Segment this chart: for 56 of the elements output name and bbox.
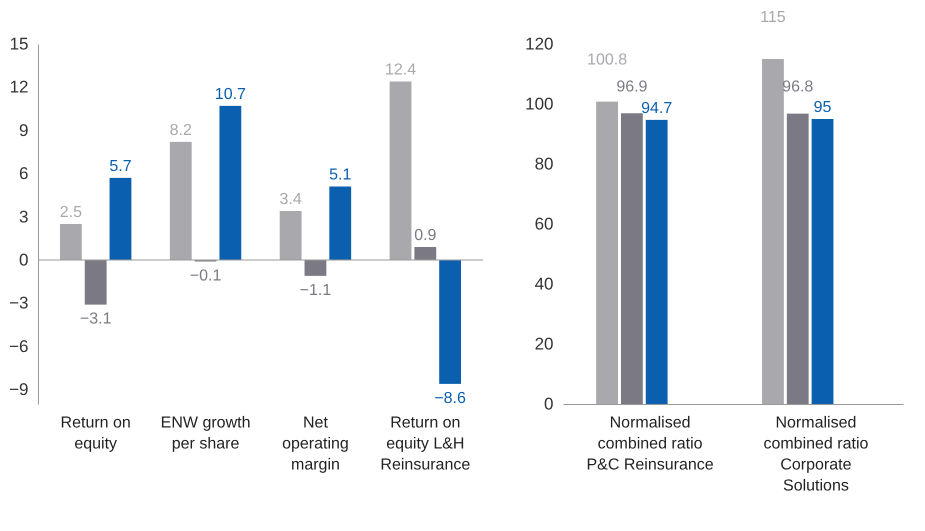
y-tick-label: 40 xyxy=(534,274,554,294)
y-tick-label: −9 xyxy=(9,380,28,400)
y-tick-label: −6 xyxy=(9,336,28,356)
data-label: 100.8 xyxy=(587,52,628,69)
bar xyxy=(304,260,326,276)
data-label: −8.6 xyxy=(434,390,466,407)
data-label: 5.7 xyxy=(109,158,132,175)
y-tick-label: 6 xyxy=(19,164,28,184)
data-label: −3.1 xyxy=(80,310,112,328)
x-tick-label: ENW growth per share xyxy=(160,414,250,452)
bar xyxy=(219,106,242,260)
y-tick-label: 20 xyxy=(534,334,554,354)
bar xyxy=(812,119,834,404)
bar xyxy=(646,120,668,404)
x-tick-label: Normalised combined ratio Corporate Solutions xyxy=(763,414,868,494)
x-tick-label: Normalised combined ratio P&C Reinsurance xyxy=(586,414,714,474)
x-tick-label: Return on equity xyxy=(60,414,131,452)
data-label: 12.4 xyxy=(384,61,416,78)
data-label: 96.9 xyxy=(616,78,648,96)
data-label: 10.7 xyxy=(214,86,246,103)
data-label: 0.9 xyxy=(414,227,437,244)
y-tick-label: 60 xyxy=(534,214,554,234)
bar xyxy=(414,247,436,260)
data-label: 115 xyxy=(760,9,786,26)
data-label: 95 xyxy=(814,99,832,116)
y-tick-label: 100 xyxy=(525,94,554,114)
y-tick-label: 0 xyxy=(19,250,28,270)
data-label: −0.1 xyxy=(190,267,222,284)
y-tick-label: 15 xyxy=(10,34,28,54)
y-tick-label: 80 xyxy=(534,154,554,174)
bar xyxy=(84,260,107,305)
bar xyxy=(329,186,352,260)
bar xyxy=(596,102,618,404)
bar xyxy=(110,178,132,260)
y-tick-label: 12 xyxy=(10,78,28,97)
bar xyxy=(170,142,192,260)
data-label: 2.5 xyxy=(60,204,82,221)
x-tick-label: Net operating margin xyxy=(282,414,349,474)
y-tick-label: 3 xyxy=(19,207,28,226)
y-tick-label: 120 xyxy=(525,34,554,54)
x-tick-label: Return on equity L&H Reinsurance xyxy=(380,414,470,474)
y-tick-label: 0 xyxy=(544,394,554,414)
bar xyxy=(786,114,809,404)
bar xyxy=(439,260,462,384)
y-tick-label: 9 xyxy=(19,120,28,140)
data-label: 94.7 xyxy=(641,100,672,117)
data-label: −1.1 xyxy=(300,282,332,299)
bar xyxy=(620,113,643,404)
data-label: 3.4 xyxy=(280,191,302,208)
y-tick-label: −3 xyxy=(9,294,28,313)
bar xyxy=(280,211,302,260)
bar xyxy=(762,59,784,404)
bar xyxy=(390,81,412,260)
data-label: 5.1 xyxy=(329,166,352,184)
bar xyxy=(60,224,82,260)
data-label: 8.2 xyxy=(170,122,192,139)
